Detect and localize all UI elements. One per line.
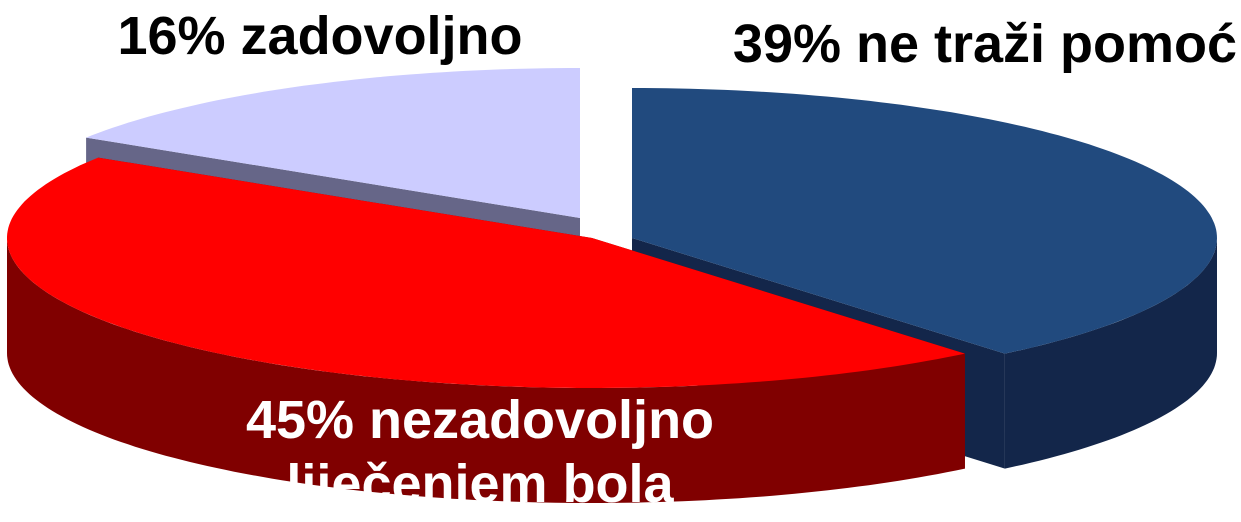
data-label: 16% zadovoljno	[117, 6, 523, 66]
slice-top	[632, 88, 1217, 354]
data-label: 45% nezadovoljno liječenjem bola	[245, 390, 715, 514]
slice-side	[7, 238, 965, 503]
slice-top	[86, 68, 580, 218]
slice-top	[7, 157, 965, 388]
data-label: 39% ne traži pomoć	[732, 14, 1238, 74]
slice-side	[1004, 238, 1217, 469]
